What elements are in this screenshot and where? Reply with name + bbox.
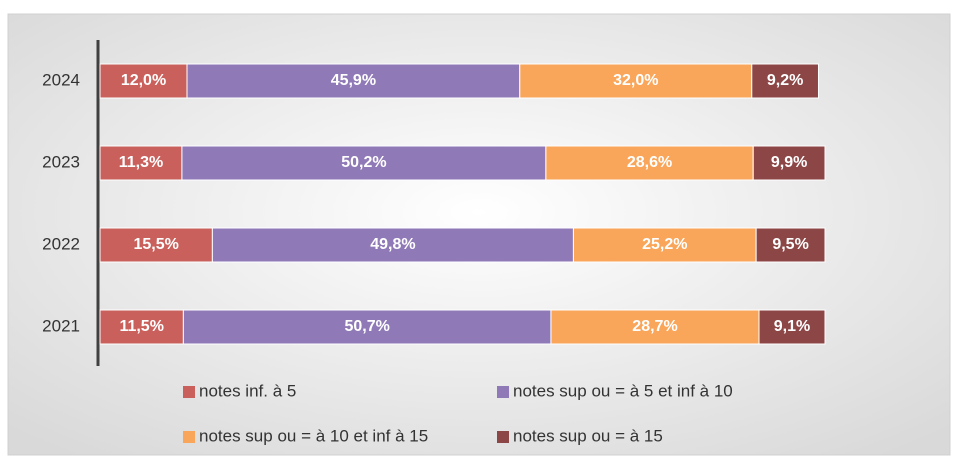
value-label: 9,9% [771, 154, 807, 171]
value-label: 25,2% [642, 236, 687, 253]
value-label: 11,3% [119, 154, 163, 171]
bar-segment [186, 63, 521, 99]
legend-label: notes sup ou = à 15 [513, 426, 663, 445]
y-tick-label: 2023 [42, 152, 80, 171]
legend-label: notes sup ou = à 10 et inf à 15 [199, 426, 428, 445]
legend-swatch [183, 386, 195, 398]
value-label: 28,7% [632, 318, 677, 335]
value-label: 49,8% [370, 236, 415, 253]
bar-segment [99, 145, 183, 181]
bar-segment [99, 309, 184, 345]
value-label: 50,2% [341, 154, 386, 171]
legend-swatch [183, 431, 195, 443]
value-label: 28,6% [627, 154, 672, 171]
value-label: 9,1% [774, 318, 810, 335]
value-label: 12,0% [121, 72, 166, 89]
bar-segment [550, 309, 760, 345]
value-label: 32,0% [613, 72, 658, 89]
legend-swatch [497, 386, 509, 398]
legend-label: notes inf. à 5 [199, 381, 296, 400]
bar-segment [211, 227, 574, 263]
value-label: 9,2% [767, 72, 803, 89]
value-label: 9,5% [772, 236, 808, 253]
value-label: 50,7% [344, 318, 389, 335]
legend-swatch [497, 431, 509, 443]
legend-label: notes sup ou = à 5 et inf à 10 [513, 381, 733, 400]
y-tick-label: 2024 [42, 70, 80, 89]
value-label: 45,9% [331, 72, 376, 89]
bar-segment [752, 145, 826, 181]
bar-segment [99, 63, 188, 99]
value-label: 15,5% [134, 236, 179, 253]
value-label: 11,5% [119, 318, 163, 335]
bar-segment [755, 227, 826, 263]
bar-segment [99, 227, 213, 263]
y-tick-label: 2022 [42, 234, 80, 253]
bar-segment [751, 63, 819, 99]
bar-segment [182, 309, 552, 345]
bar-segment [758, 309, 826, 345]
y-tick-label: 2021 [42, 316, 80, 335]
